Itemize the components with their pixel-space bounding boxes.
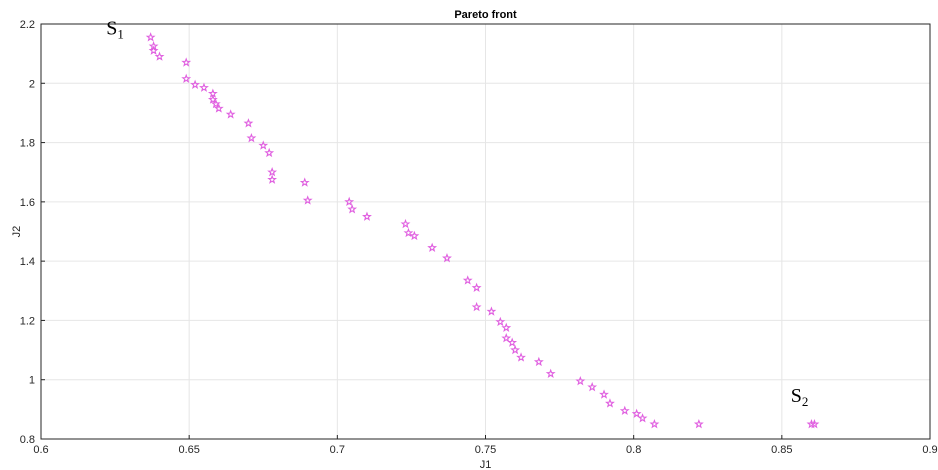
- y-tick-label: 1.8: [20, 138, 35, 150]
- x-tick-label: 0.85: [771, 444, 792, 456]
- data-point: [649, 418, 660, 429]
- y-tick-label: 2: [29, 78, 35, 90]
- data-point: [403, 227, 414, 238]
- x-tick-label: 0.75: [475, 444, 496, 456]
- y-tick-label: 1.4: [20, 256, 35, 268]
- data-point: [693, 418, 704, 429]
- data-point: [210, 98, 221, 109]
- x-axis-label: J1: [480, 459, 492, 470]
- data-point: [409, 230, 420, 241]
- chart-title: Pareto front: [454, 9, 517, 21]
- data-point: [471, 301, 482, 312]
- axis-ticks: 0.6 0.65 0.7 0.75 0.8 0.85 0.9 0.8 1 1.2 1.4 1.6 1.8…: [20, 19, 938, 456]
- data-point: [246, 132, 257, 143]
- y-tick-label: 0.8: [20, 434, 35, 446]
- annotation-main: S: [791, 385, 802, 407]
- data-point: [213, 103, 224, 113]
- data-point: [148, 45, 159, 55]
- data-point: [533, 356, 544, 367]
- point-annotation: S2: [791, 385, 809, 409]
- data-point: [471, 282, 482, 293]
- data-point: [442, 252, 452, 263]
- grid-lines: [41, 24, 930, 439]
- y-tick-label: 1.2: [20, 315, 35, 327]
- data-point: [631, 408, 642, 419]
- data-point: [181, 73, 192, 84]
- data-point: [501, 322, 512, 333]
- data-point: [507, 337, 518, 347]
- data-point: [619, 405, 630, 416]
- x-tick-label: 0.9: [922, 444, 937, 456]
- data-point: [145, 32, 156, 42]
- data-point: [225, 109, 236, 119]
- data-point: [190, 79, 201, 89]
- data-point: [299, 177, 310, 187]
- data-point: [154, 51, 165, 61]
- annotation-subscript: 1: [117, 26, 124, 41]
- data-point: [267, 167, 278, 177]
- data-points: [145, 32, 820, 429]
- data-point: [510, 344, 521, 355]
- data-point: [302, 195, 313, 205]
- data-point: [545, 368, 556, 378]
- data-point: [207, 94, 218, 104]
- point-annotation: S1: [106, 17, 124, 41]
- data-point: [516, 352, 526, 362]
- annotation-subscript: 2: [802, 394, 809, 409]
- data-point: [575, 376, 586, 386]
- annotation-main: S: [106, 17, 117, 39]
- data-point: [637, 413, 648, 423]
- data-point: [501, 333, 512, 343]
- data-point: [400, 218, 411, 229]
- data-point: [486, 306, 497, 316]
- data-point: [243, 118, 254, 128]
- data-point: [462, 275, 473, 285]
- y-tick-label: 2.2: [20, 19, 35, 31]
- data-point: [267, 174, 278, 184]
- data-point: [264, 147, 275, 158]
- data-point: [344, 196, 355, 207]
- y-axis-label: J2: [11, 226, 23, 238]
- data-point: [347, 204, 358, 214]
- data-point: [587, 381, 598, 392]
- data-point: [599, 389, 609, 399]
- x-tick-label: 0.65: [178, 444, 199, 456]
- x-tick-label: 0.8: [626, 444, 641, 456]
- data-point: [181, 57, 192, 67]
- data-point: [199, 82, 209, 92]
- x-tick-label: 0.6: [33, 444, 48, 456]
- data-point: [258, 140, 269, 150]
- data-point: [605, 398, 615, 408]
- y-tick-label: 1: [29, 375, 35, 387]
- x-tick-label: 0.7: [330, 444, 345, 456]
- data-point: [809, 418, 820, 429]
- y-tick-label: 1.6: [20, 197, 35, 209]
- data-point: [495, 316, 506, 327]
- data-point: [427, 242, 438, 253]
- data-point: [362, 211, 372, 221]
